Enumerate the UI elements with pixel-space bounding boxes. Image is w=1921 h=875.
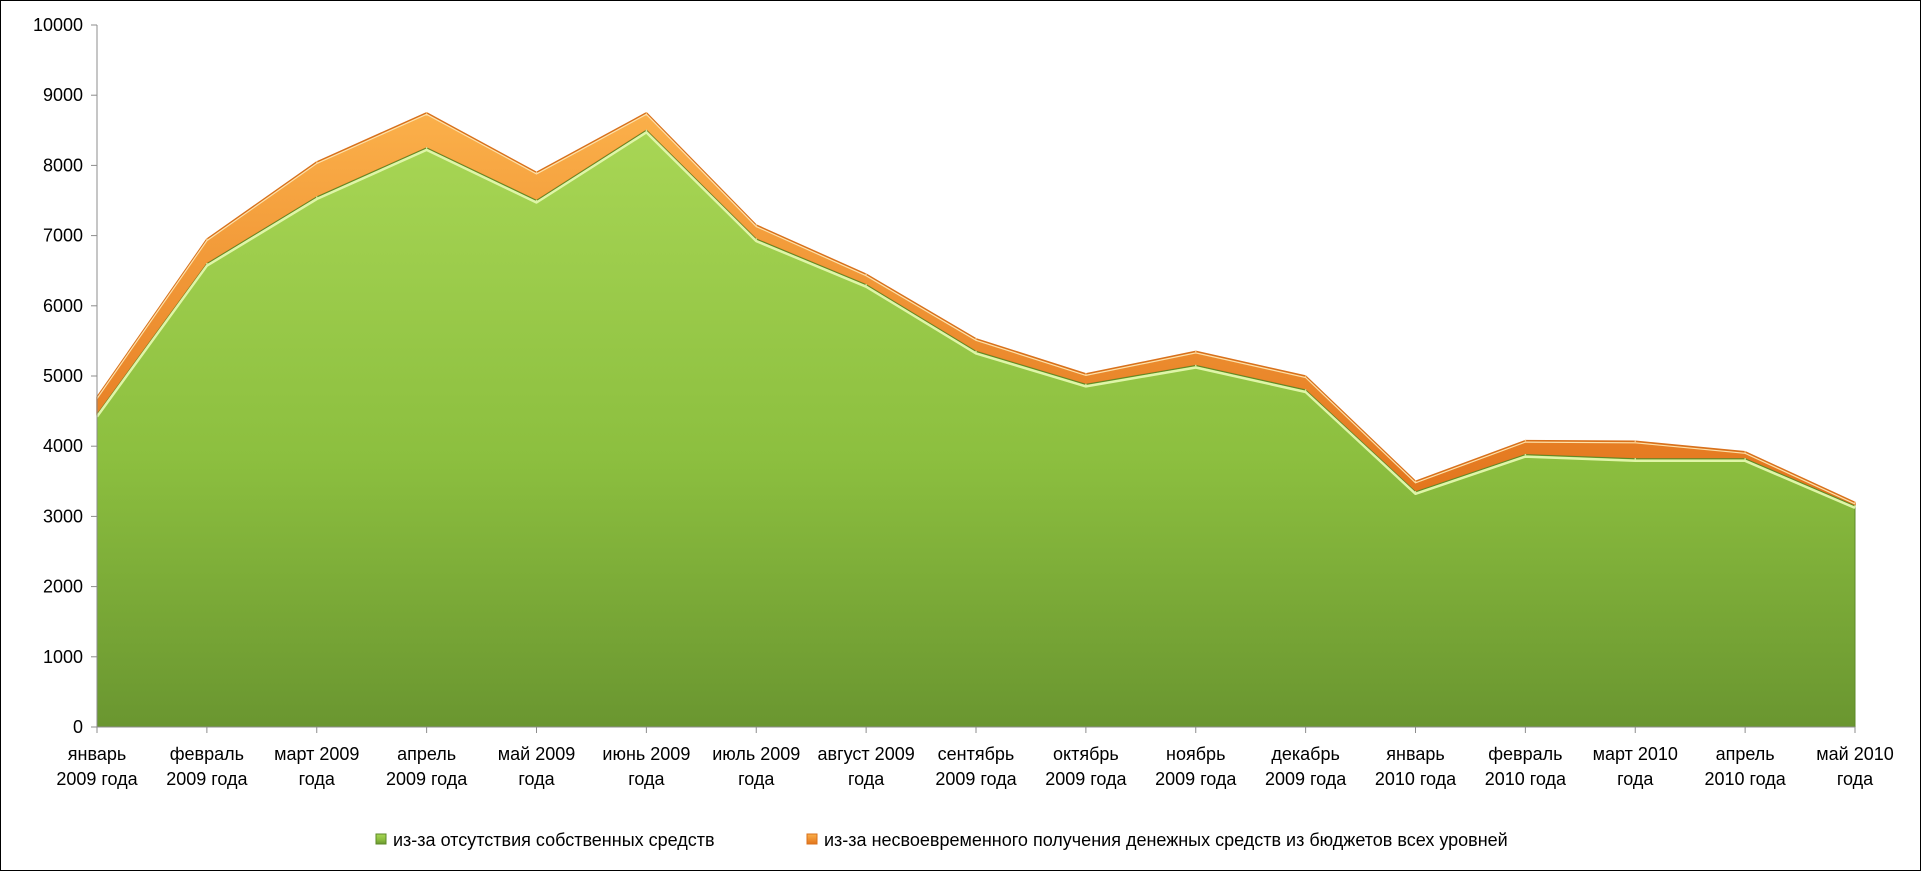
data-point-own-funds: [1414, 491, 1417, 493]
data-point-own-funds: [865, 283, 867, 286]
data-point-budget-delay: [535, 171, 538, 174]
x-tick-label: декабрь 2009 года: [1265, 744, 1347, 789]
data-point-own-funds: [206, 262, 208, 265]
data-point-own-funds: [1194, 364, 1197, 367]
y-tick-label: 6000: [43, 296, 83, 316]
x-tick-label: сентябрь 2009 года: [935, 744, 1017, 789]
data-point-budget-delay: [755, 224, 758, 226]
legend-swatch: [806, 833, 818, 845]
x-tick-label: март 2009 года: [274, 744, 359, 789]
data-point-own-funds: [975, 350, 977, 353]
data-point-own-funds: [1634, 458, 1637, 460]
x-tick-label: май 2010 года: [1816, 744, 1893, 789]
y-tick-label: 10000: [33, 15, 83, 35]
data-point-budget-delay: [1304, 375, 1307, 377]
x-tick-label: январь 2010 года: [1375, 744, 1457, 789]
x-tick-label: апрель 2009 года: [386, 744, 468, 789]
y-tick-label: 8000: [43, 155, 83, 175]
data-point-budget-delay: [1194, 350, 1197, 353]
legend-label: из-за отсутствия собственных средств: [393, 830, 715, 850]
legend: из-за отсутствия собственных средств из-з…: [375, 830, 1508, 850]
axes: 0 1000 2000 3000 4000 5000 6000 7000 8000 9000 100…: [33, 15, 1894, 789]
legend-label: из-за несвоевременного получения денежны…: [824, 830, 1508, 850]
series-line-budget-delay-highlight: [96, 113, 1856, 505]
y-tick-label: 0: [73, 717, 83, 737]
legend-swatch: [375, 833, 387, 845]
data-point-budget-delay: [1854, 501, 1856, 504]
y-tick-label: 3000: [43, 506, 83, 526]
y-tick-label: 7000: [43, 226, 83, 246]
x-tick-label: ноябрь 2009 года: [1155, 744, 1237, 789]
x-tick-label: январь 2009 года: [56, 744, 138, 789]
data-point-budget-delay: [1085, 373, 1087, 375]
legend-item-budget-delay: из-за несвоевременного получения денежны…: [806, 830, 1508, 850]
x-tick-label: июль 2009 года: [712, 744, 800, 789]
data-point-own-funds: [1085, 383, 1087, 386]
data-point-budget-delay: [1524, 439, 1527, 442]
y-tick-label: 1000: [43, 647, 83, 667]
legend-item-own-funds: из-за отсутствия собственных средств: [375, 830, 715, 850]
series-areas: [95, 111, 1856, 728]
data-point-own-funds: [1854, 505, 1856, 507]
data-point-budget-delay: [1744, 451, 1746, 453]
data-point-own-funds: [425, 147, 428, 149]
x-tick-label: октябрь 2009 года: [1045, 744, 1127, 789]
x-tick-label: апрель 2010 года: [1704, 744, 1786, 789]
x-tick-label: май 2009 года: [498, 744, 575, 789]
x-tick-label: март 2010 года: [1593, 744, 1678, 789]
y-tick-label: 5000: [43, 366, 83, 386]
x-tick-label: февраль 2009 года: [166, 744, 248, 789]
y-tick-label: 9000: [43, 85, 83, 105]
data-point-budget-delay: [645, 111, 648, 114]
series-line-own-funds-highlight: [95, 131, 1856, 510]
x-tick-label: февраль 2010 года: [1485, 744, 1567, 789]
data-point-own-funds: [1304, 389, 1307, 391]
data-point-budget-delay: [1414, 480, 1417, 483]
data-point-budget-delay: [425, 111, 428, 114]
y-tick-label: 2000: [43, 577, 83, 597]
data-point-own-funds: [535, 199, 538, 202]
data-point-budget-delay: [315, 161, 318, 163]
data-point-own-funds: [1524, 453, 1527, 456]
data-point-own-funds: [1744, 458, 1746, 460]
y-tick-label: 4000: [43, 436, 83, 456]
x-tick-label: июнь 2009 года: [602, 744, 690, 789]
data-point-budget-delay: [865, 273, 867, 276]
series-area-own-funds: [96, 129, 1856, 728]
data-point-budget-delay: [975, 337, 977, 340]
x-tick-label: август 2009 года: [818, 744, 915, 789]
data-point-budget-delay: [206, 238, 208, 240]
data-point-own-funds: [315, 196, 318, 198]
data-point-own-funds: [755, 238, 758, 240]
data-point-budget-delay: [1634, 440, 1637, 443]
data-point-own-funds: [645, 129, 648, 132]
